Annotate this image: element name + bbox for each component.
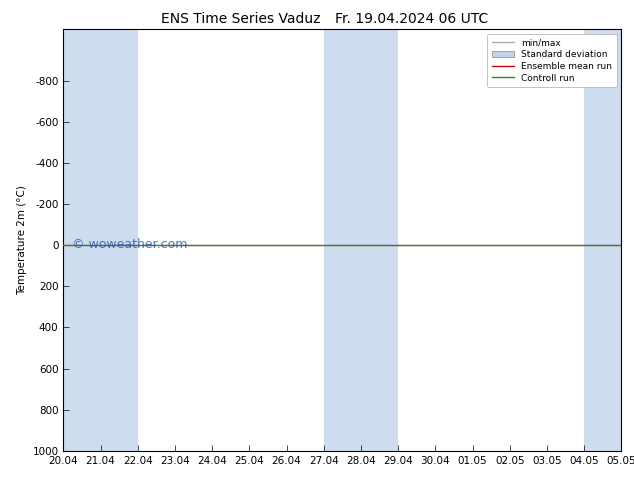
Legend: min/max, Standard deviation, Ensemble mean run, Controll run: min/max, Standard deviation, Ensemble me… <box>487 34 617 87</box>
Bar <box>584 29 621 451</box>
Text: ENS Time Series Vaduz: ENS Time Series Vaduz <box>161 12 321 26</box>
Text: © woweather.com: © woweather.com <box>72 238 187 251</box>
Text: Fr. 19.04.2024 06 UTC: Fr. 19.04.2024 06 UTC <box>335 12 489 26</box>
Bar <box>63 29 138 451</box>
Bar <box>324 29 398 451</box>
Y-axis label: Temperature 2m (°C): Temperature 2m (°C) <box>17 185 27 295</box>
